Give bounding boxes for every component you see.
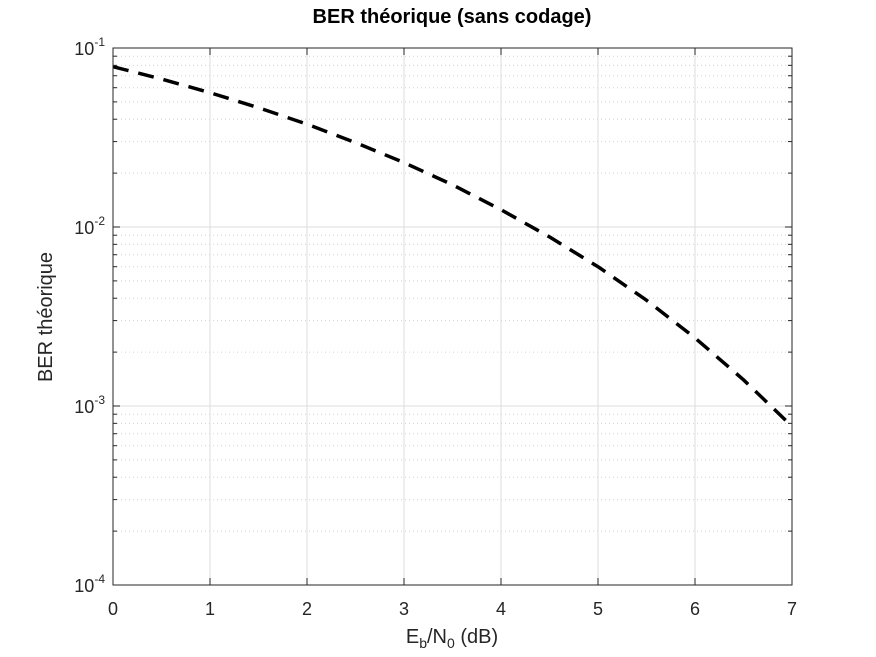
y-tick-exponent: -1	[94, 35, 105, 49]
series-layer	[112, 65, 794, 428]
y-tick-labels: 10-110-210-310-4	[74, 35, 105, 596]
chart-title: BER théorique (sans codage)	[313, 6, 592, 28]
x-tick-labels: 0 1 2 3 4 5 6 7	[108, 599, 797, 619]
x-tick-label: 4	[496, 599, 506, 619]
x-tick-label: 2	[302, 599, 312, 619]
x-tick-label: 1	[205, 599, 215, 619]
x-label-mid: /N	[427, 626, 447, 648]
x-tick-label: 0	[108, 599, 118, 619]
y-tick-base: 10	[74, 218, 94, 238]
y-tick-exponent: -4	[94, 572, 105, 586]
x-axis-label: Eb/N0 (dB)	[406, 626, 498, 651]
y-tick-label: 10-2	[74, 214, 105, 238]
plot-frame	[112, 47, 793, 586]
y-tick-exponent: -2	[94, 214, 105, 228]
x-label-base1: E	[406, 626, 419, 648]
y-tick-base: 10	[74, 39, 94, 59]
x-tick-label: 7	[787, 599, 797, 619]
plot-area	[113, 48, 792, 585]
y-axis-label: BER théorique	[35, 252, 57, 382]
y-tick-exponent: -3	[94, 393, 105, 407]
x-label-sub1: b	[419, 635, 427, 651]
x-tick-label: 6	[690, 599, 700, 619]
x-tick-label: 3	[399, 599, 409, 619]
tick-marks	[112, 47, 793, 586]
ber-curve-line	[112, 65, 794, 428]
x-label-tail: (dB)	[455, 626, 498, 648]
major-gridlines	[112, 47, 793, 586]
x-label-sub2: 0	[447, 635, 455, 651]
y-tick-label: 10-3	[74, 393, 105, 417]
y-tick-base: 10	[74, 576, 94, 596]
y-tick-base: 10	[74, 397, 94, 417]
y-tick-label: 10-1	[74, 35, 105, 59]
x-tick-label: 5	[593, 599, 603, 619]
y-tick-label: 10-4	[74, 572, 105, 596]
